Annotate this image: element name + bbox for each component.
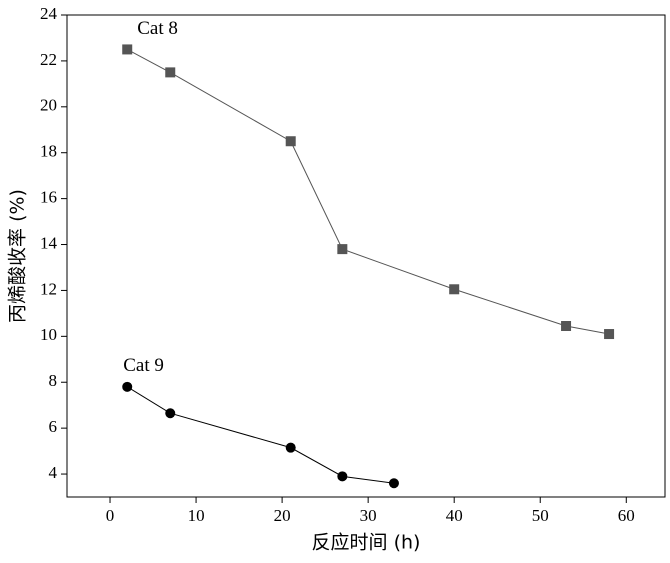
y-tick-label: 10 [40, 325, 57, 344]
marker [122, 44, 132, 54]
series-line [127, 49, 609, 334]
series-line [127, 387, 394, 483]
y-tick-label: 22 [40, 50, 57, 69]
marker [337, 244, 347, 254]
marker [604, 329, 614, 339]
x-tick-label: 10 [188, 506, 205, 525]
y-axis-title: 丙烯酸收率 (%) [7, 189, 29, 323]
x-tick-label: 60 [618, 506, 635, 525]
series-label: Cat 9 [123, 355, 164, 376]
marker [165, 408, 175, 418]
y-tick-label: 12 [40, 279, 57, 298]
marker [561, 321, 571, 331]
y-tick-label: 8 [49, 371, 58, 390]
plot-frame [67, 15, 665, 497]
y-tick-label: 4 [49, 463, 58, 482]
x-tick-label: 0 [106, 506, 115, 525]
x-tick-label: 40 [446, 506, 463, 525]
marker [165, 67, 175, 77]
marker [286, 136, 296, 146]
marker [286, 443, 296, 453]
y-tick-label: 18 [40, 142, 57, 161]
y-tick-label: 16 [40, 188, 57, 207]
y-tick-label: 6 [49, 417, 58, 436]
marker [337, 471, 347, 481]
y-tick-label: 24 [40, 4, 58, 23]
marker [389, 478, 399, 488]
x-tick-label: 50 [532, 506, 549, 525]
marker [122, 382, 132, 392]
x-axis-title: 反应时间 (h) [312, 532, 421, 554]
y-tick-label: 14 [40, 233, 58, 252]
x-tick-label: 30 [360, 506, 377, 525]
series-label: Cat 8 [137, 18, 178, 39]
x-tick-label: 20 [274, 506, 291, 525]
marker [449, 284, 459, 294]
y-tick-label: 20 [40, 96, 57, 115]
